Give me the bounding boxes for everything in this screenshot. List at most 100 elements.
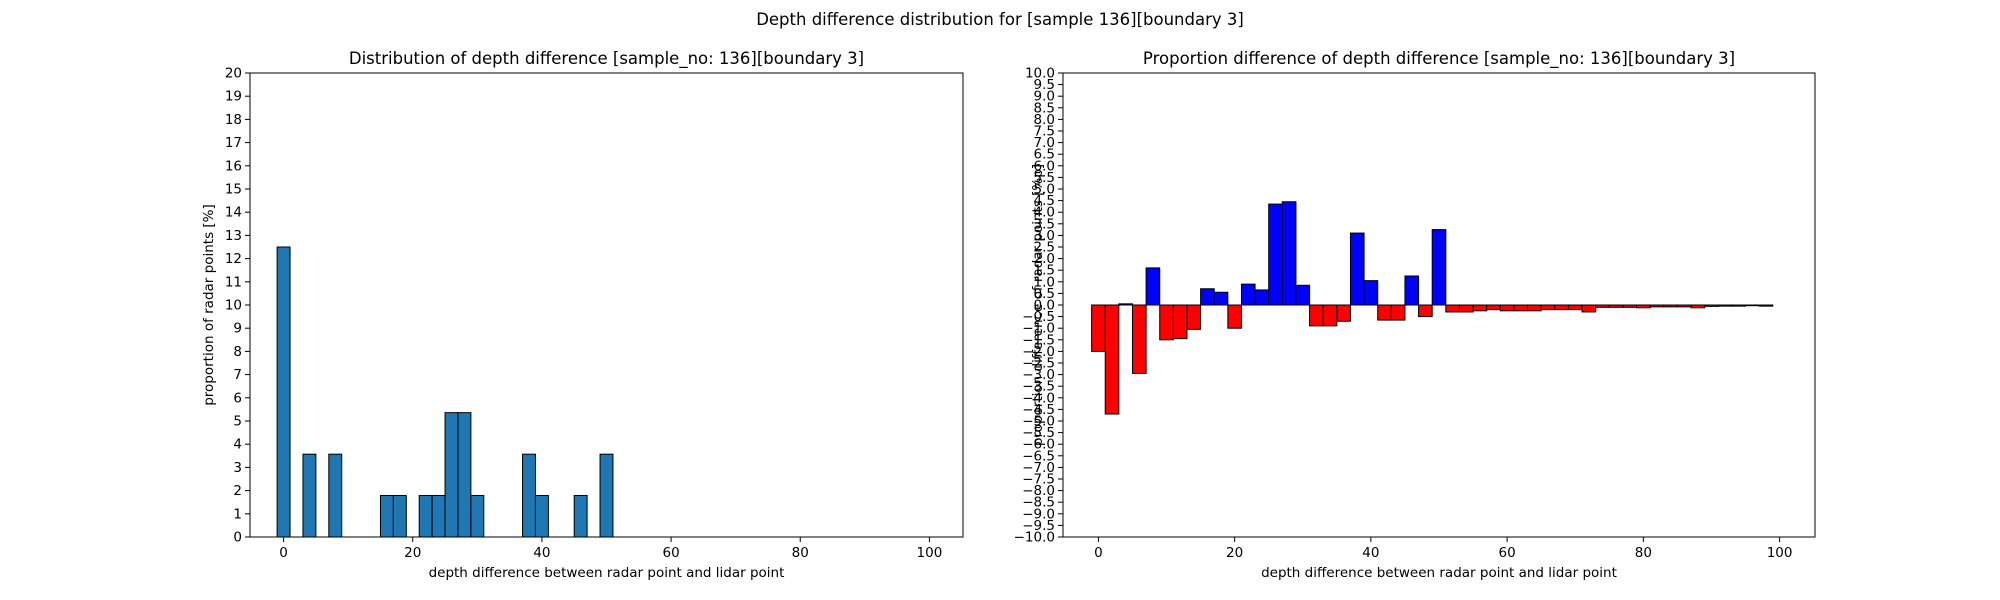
bar xyxy=(431,494,446,538)
x-axis: 0 20 40 60 80 100 xyxy=(279,537,942,561)
y-tick-label: 3.5 xyxy=(1034,216,1055,232)
bar xyxy=(1513,304,1529,312)
y-tick-label: 7.5 xyxy=(1034,124,1055,140)
x-axis: 0 20 40 60 80 100 xyxy=(1094,537,1792,561)
x-tick-label: 100 xyxy=(1767,545,1793,561)
bar xyxy=(379,494,394,538)
y-tick-label: 2.5 xyxy=(1034,240,1055,256)
bar xyxy=(1431,229,1447,306)
bar xyxy=(328,453,343,538)
y-axis-label: proportion difference of radar points [%… xyxy=(1030,164,1046,446)
x-tick-label: 0 xyxy=(279,545,288,561)
chart-title: Proportion difference of depth differenc… xyxy=(1143,49,1735,69)
y-tick-label: −5.0 xyxy=(1022,414,1055,430)
bar xyxy=(1104,304,1120,415)
x-tick-label: 20 xyxy=(1226,545,1243,561)
y-tick-label: 14 xyxy=(225,205,242,221)
bar xyxy=(1540,304,1556,311)
bar xyxy=(1322,304,1338,327)
y-tick-label: 19 xyxy=(225,89,242,105)
x-tick-label: 60 xyxy=(662,545,679,561)
bar xyxy=(1472,304,1488,312)
bar xyxy=(1281,201,1297,306)
y-tick-label: 11 xyxy=(225,274,242,290)
bar xyxy=(1731,304,1747,307)
y-tick-label: 10 xyxy=(225,298,242,314)
bar xyxy=(1486,304,1501,311)
bar xyxy=(1336,304,1351,322)
y-tick-label: 7.0 xyxy=(1034,135,1055,151)
y-tick-label: 3.0 xyxy=(1034,228,1055,244)
bar xyxy=(1309,304,1324,327)
bar xyxy=(1663,304,1678,308)
chart-2: Proportion difference of depth differenc… xyxy=(1014,49,1816,581)
bar xyxy=(1758,304,1774,307)
y-tick-label: 3 xyxy=(233,460,242,476)
y-tick-label: −5.5 xyxy=(1022,425,1055,441)
bar xyxy=(470,494,485,538)
y-tick-label: 13 xyxy=(225,228,242,244)
bar xyxy=(1227,304,1242,329)
bar xyxy=(1186,304,1202,330)
bar xyxy=(1390,304,1406,321)
y-tick-label: 5.5 xyxy=(1034,170,1055,186)
y-tick-label: 15 xyxy=(225,182,242,198)
bar xyxy=(1213,291,1229,306)
y-tick-label: −4.5 xyxy=(1022,402,1055,418)
bar xyxy=(1704,304,1719,307)
x-tick-label: 80 xyxy=(1635,545,1652,561)
bar xyxy=(457,412,472,538)
bar xyxy=(522,453,536,538)
y-tick-label: 0.5 xyxy=(1034,286,1055,302)
bar xyxy=(1717,304,1733,307)
x-tick-label: 100 xyxy=(917,545,943,561)
bar xyxy=(1377,304,1392,321)
bar xyxy=(1527,304,1542,312)
bar xyxy=(1745,304,1760,307)
y-tick-label: −7.0 xyxy=(1022,460,1055,476)
bar xyxy=(1595,304,1610,308)
bar xyxy=(1118,303,1133,306)
y-tick-label: 6.0 xyxy=(1034,158,1055,174)
y-tick-label: −8.0 xyxy=(1022,483,1055,499)
y-tick-label: −0.5 xyxy=(1022,309,1055,325)
y-tick-label: 1.5 xyxy=(1034,263,1055,279)
y-tick-label: −7.5 xyxy=(1022,472,1055,488)
y-tick-label: −9.0 xyxy=(1022,506,1055,522)
bar xyxy=(599,453,614,538)
y-tick-label: 18 xyxy=(225,112,242,128)
y-tick-label: 2.0 xyxy=(1034,251,1055,267)
bar xyxy=(1458,304,1474,313)
bar xyxy=(1172,304,1188,340)
y-axis-label: proportion of radar points [%] xyxy=(201,204,217,406)
y-tick-label: −1.0 xyxy=(1022,321,1055,337)
bars xyxy=(1091,201,1774,415)
bar xyxy=(302,453,317,538)
bar xyxy=(534,494,549,538)
y-tick-label: −2.0 xyxy=(1022,344,1055,360)
bar xyxy=(1159,304,1174,341)
bar xyxy=(1240,283,1256,306)
bar xyxy=(1131,304,1147,374)
y-tick-label: 9.0 xyxy=(1034,89,1055,105)
x-tick-label: 20 xyxy=(404,545,421,561)
y-tick-label: 8.0 xyxy=(1034,112,1055,128)
x-tick-label: 0 xyxy=(1094,545,1103,561)
y-tick-label: 2 xyxy=(233,483,242,499)
y-tick-label: 8 xyxy=(233,344,242,360)
bar xyxy=(1608,304,1624,308)
bar xyxy=(573,494,588,538)
bar xyxy=(1145,267,1161,306)
bar xyxy=(1404,275,1420,306)
y-tick-label: −6.5 xyxy=(1022,448,1055,464)
bar xyxy=(1676,304,1692,308)
y-tick-label: 10.0 xyxy=(1025,66,1055,82)
bar xyxy=(1636,304,1651,309)
x-tick-label: 80 xyxy=(792,545,809,561)
bar xyxy=(1567,304,1583,311)
y-tick-label: −6.0 xyxy=(1022,437,1055,453)
bar xyxy=(1200,288,1215,306)
y-tick-label: 7 xyxy=(233,367,242,383)
